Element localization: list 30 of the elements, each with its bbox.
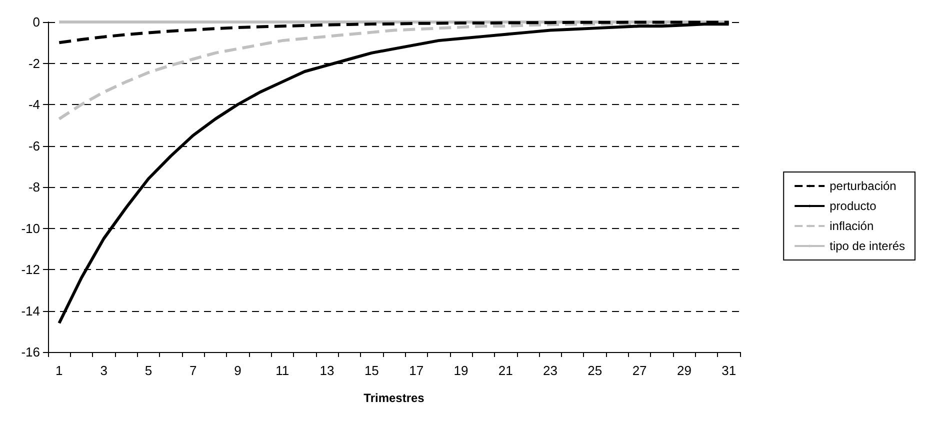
x-tick-label: 27 bbox=[632, 363, 647, 378]
x-tick-label: 9 bbox=[234, 363, 242, 378]
x-tick-label: 21 bbox=[498, 363, 513, 378]
x-tick-label: 7 bbox=[189, 363, 197, 378]
legend-label: perturbación bbox=[830, 179, 896, 193]
x-tick-label: 13 bbox=[320, 363, 334, 378]
y-tick-label: -16 bbox=[21, 344, 40, 360]
x-tick-label: 3 bbox=[100, 363, 108, 378]
x-tick-label: 23 bbox=[543, 363, 558, 378]
x-tick-label: 25 bbox=[588, 363, 602, 378]
x-tick-label: 17 bbox=[409, 363, 424, 378]
legend-label: producto bbox=[830, 199, 877, 213]
y-tick-label: -12 bbox=[21, 262, 40, 277]
legend-label: inflación bbox=[830, 219, 874, 233]
x-tick-label: 15 bbox=[364, 363, 379, 378]
x-tick-label: 29 bbox=[676, 363, 692, 378]
x-axis-title: Trimestres bbox=[364, 391, 425, 405]
y-tick-label: -14 bbox=[21, 303, 40, 318]
y-tick-label: -2 bbox=[28, 56, 40, 71]
legend-label: tipo de interés bbox=[830, 239, 906, 253]
y-tick-label: 0 bbox=[32, 14, 40, 30]
y-tick-label: -10 bbox=[21, 220, 40, 236]
x-tick-label: 19 bbox=[454, 363, 468, 378]
x-tick-label: 5 bbox=[144, 363, 152, 378]
y-tick-label: -8 bbox=[28, 180, 40, 194]
x-tick-label: 31 bbox=[722, 363, 736, 378]
y-tick-label: -6 bbox=[28, 138, 40, 154]
x-tick-label: 1 bbox=[56, 363, 63, 378]
y-tick-label: -4 bbox=[28, 97, 40, 112]
x-tick-label: 11 bbox=[276, 363, 290, 378]
